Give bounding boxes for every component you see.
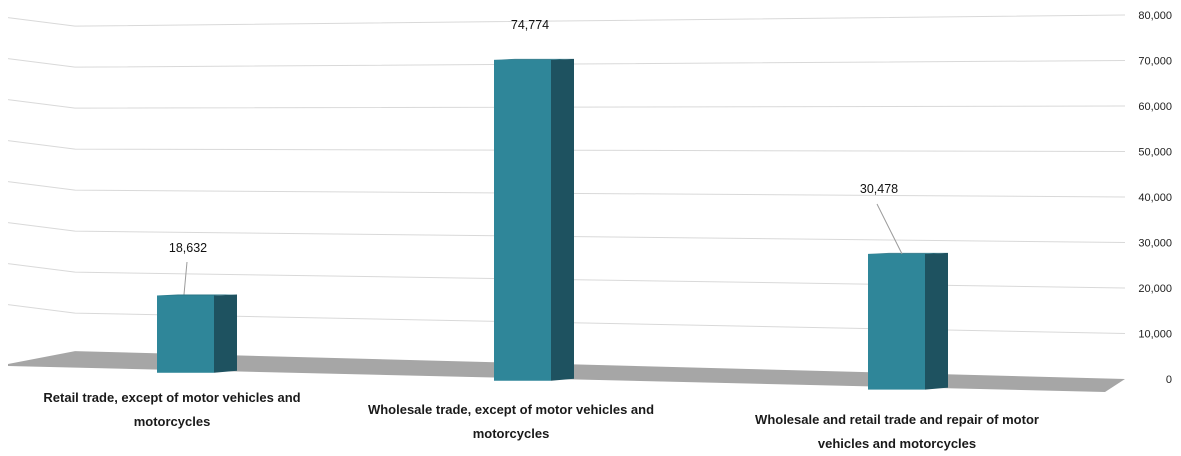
bar: [868, 253, 925, 390]
y-tick-label: 20,000: [1138, 283, 1172, 295]
gridline: [7, 222, 1126, 243]
y-tick-label: 40,000: [1138, 192, 1172, 204]
bar: [494, 59, 551, 381]
y-tick-label: 10,000: [1138, 329, 1172, 341]
gridline: [7, 181, 1126, 198]
bar-top: [868, 252, 948, 254]
category-label-wholesale: Wholesale trade, except of motor vehicle…: [367, 402, 655, 441]
y-tick-label: 0: [1166, 374, 1172, 386]
bar-top: [157, 294, 237, 296]
leader-line: [876, 203, 903, 255]
category-label-repair: Wholesale and retail trade and repair of…: [755, 412, 1039, 451]
gridline: [7, 14, 1126, 27]
gridline: [7, 304, 1126, 334]
data-label: 74,774: [511, 18, 549, 32]
y-tick-label: 30,000: [1138, 238, 1172, 250]
gridline: [7, 263, 1126, 289]
data-label: 18,632: [169, 241, 207, 255]
y-tick-label: 70,000: [1138, 56, 1172, 68]
leader-line: [183, 261, 188, 295]
y-axis-ticks: 0 10,000 20,000 30,000 40,000 50,000 60,000 70,…: [1138, 10, 1172, 386]
gridline: [7, 140, 1126, 152]
category-label-retail: Retail trade, except of motor vehicles a…: [43, 390, 301, 429]
bar-side: [551, 58, 574, 381]
y-tick-label: 80,000: [1138, 10, 1172, 22]
data-labels: 18,632 74,774 30,478: [169, 18, 903, 295]
gridline: [7, 58, 1126, 68]
bar: [157, 295, 214, 373]
bar-side: [214, 294, 237, 373]
y-tick-label: 50,000: [1138, 147, 1172, 159]
data-label: 30,478: [860, 182, 898, 196]
gridline: [7, 99, 1126, 109]
bar-top: [494, 58, 574, 60]
bar-side: [925, 252, 948, 390]
bars: [157, 58, 948, 390]
gridlines: [7, 14, 1126, 334]
y-tick-label: 60,000: [1138, 101, 1172, 113]
